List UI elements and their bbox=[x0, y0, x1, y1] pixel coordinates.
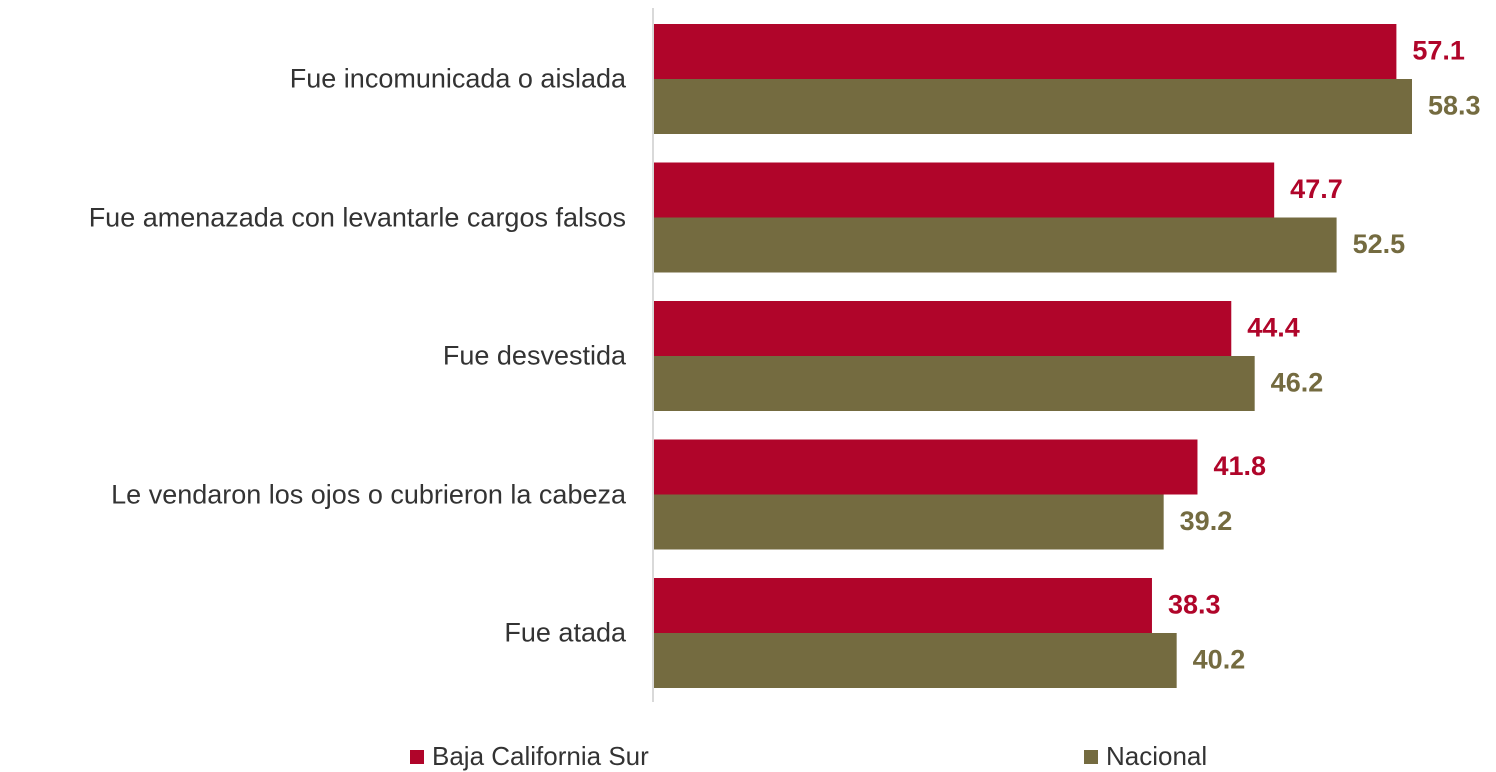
bar bbox=[654, 162, 1275, 218]
category-label: Fue amenazada con levantarle cargos fals… bbox=[88, 202, 626, 232]
bar bbox=[654, 79, 1412, 134]
legend-swatch bbox=[410, 750, 424, 764]
value-label: 46.2 bbox=[1271, 368, 1324, 398]
value-label: 47.7 bbox=[1290, 174, 1343, 204]
bar bbox=[654, 356, 1255, 411]
value-label: 57.1 bbox=[1412, 36, 1465, 66]
bar bbox=[654, 439, 1198, 495]
bar bbox=[654, 301, 1232, 356]
category-label: Le vendaron los ojos o cubrieron la cabe… bbox=[111, 479, 626, 509]
legend-swatch bbox=[1084, 750, 1098, 764]
bar bbox=[654, 633, 1177, 688]
value-label: 41.8 bbox=[1213, 451, 1266, 481]
value-label: 58.3 bbox=[1428, 91, 1481, 121]
legend-label: Nacional bbox=[1106, 741, 1207, 771]
category-label: Fue atada bbox=[504, 617, 626, 648]
legend-label: Baja California Sur bbox=[432, 741, 649, 771]
value-label: 40.2 bbox=[1193, 645, 1246, 675]
bar bbox=[654, 494, 1164, 550]
bar bbox=[654, 578, 1152, 633]
bar bbox=[654, 24, 1397, 79]
category-label: Fue incomunicada o aislada bbox=[289, 63, 626, 94]
value-label: 44.4 bbox=[1247, 313, 1300, 343]
value-label: 39.2 bbox=[1180, 506, 1233, 536]
value-label: 52.5 bbox=[1353, 229, 1406, 259]
category-label: Fue desvestida bbox=[442, 340, 626, 371]
bar bbox=[654, 217, 1337, 273]
value-label: 38.3 bbox=[1168, 590, 1221, 620]
